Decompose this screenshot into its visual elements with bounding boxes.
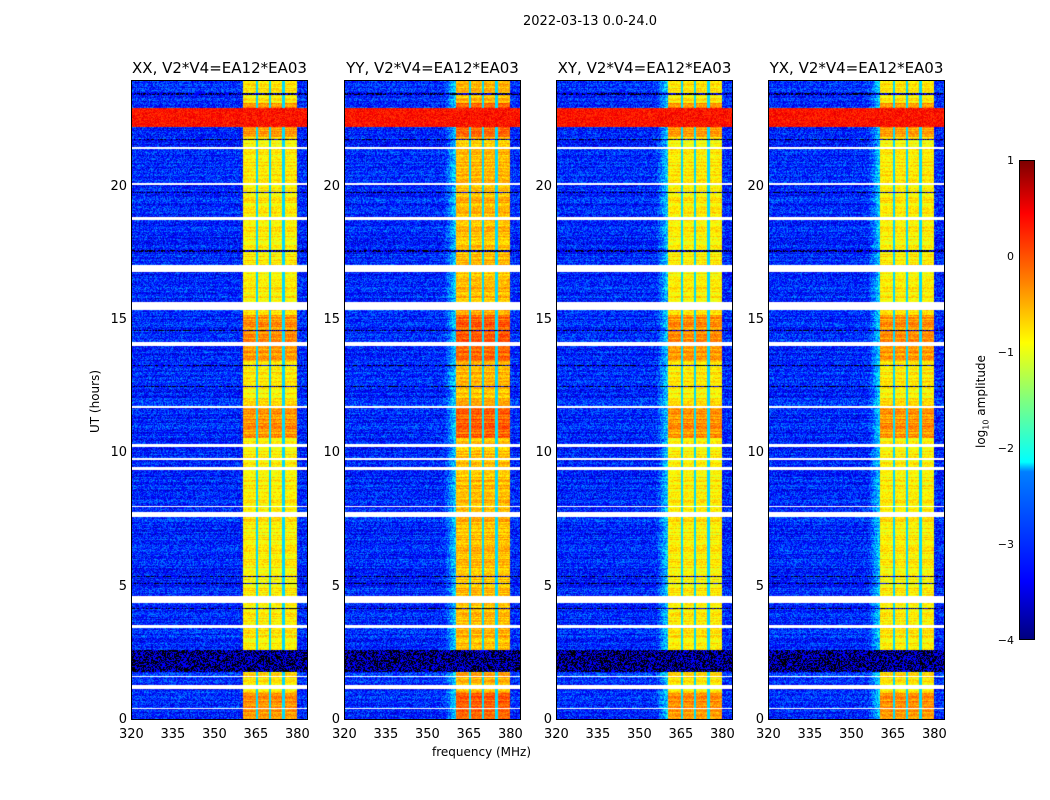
colorbar-label: log10 amplitude — [974, 355, 991, 448]
y-tick-label: 15 — [110, 312, 127, 327]
y-tick-label: 5 — [331, 578, 340, 594]
y-tick-label: 5 — [118, 578, 127, 594]
x-tick-label: 380 — [497, 727, 523, 742]
y-tick-label: 10 — [535, 445, 552, 461]
panel-title: XY, V2*V4=EA12*EA03 — [557, 59, 732, 77]
x-tick-label: 365 — [456, 727, 482, 742]
y-tick-label: 5 — [543, 578, 552, 594]
x-tick-label: 365 — [668, 727, 694, 742]
y-tick-label: 0 — [118, 712, 127, 727]
y-tick-label: 0 — [543, 712, 552, 727]
y-tick-label: 10 — [110, 445, 127, 461]
y-tick-label: 0 — [331, 712, 340, 727]
spectrogram-panel — [131, 80, 308, 720]
x-tick-label: 350 — [838, 727, 864, 742]
y-tick-label: 15 — [535, 312, 552, 327]
panel-title: XX, V2*V4=EA12*EA03 — [132, 59, 307, 77]
y-tick-label: 20 — [323, 178, 340, 194]
x-axis-label: frequency (MHz) — [432, 745, 532, 759]
x-tick-label: 380 — [284, 727, 310, 742]
x-tick-label: 320 — [756, 727, 781, 742]
x-tick-label: 380 — [921, 727, 947, 742]
suptitle: 2022-03-13 0.0-24.0 — [523, 14, 657, 29]
y-tick-label: 20 — [535, 178, 552, 194]
panel-title: YX, V2*V4=EA12*EA03 — [769, 59, 944, 77]
y-tick-label: 5 — [755, 578, 764, 594]
colorbar-tick-label: −1 — [997, 346, 1014, 359]
x-tick-label: 350 — [201, 727, 227, 742]
x-tick-label: 365 — [880, 727, 906, 742]
colorbar-tick-label: −3 — [997, 538, 1014, 551]
y-tick-label: 15 — [323, 312, 340, 327]
spectrogram-heatmap — [769, 81, 944, 719]
x-tick-label: 335 — [373, 727, 399, 742]
panel-title: YY, V2*V4=EA12*EA03 — [346, 59, 519, 77]
colorbar — [1019, 160, 1035, 640]
x-tick-label: 365 — [243, 727, 269, 742]
x-tick-label: 335 — [797, 727, 823, 742]
x-tick-label: 320 — [332, 727, 357, 742]
y-tick-label: 20 — [110, 178, 127, 194]
spectrogram-heatmap — [557, 81, 732, 719]
spectrogram-panel — [556, 80, 733, 720]
y-tick-label: 15 — [747, 312, 764, 327]
x-tick-label: 320 — [119, 727, 144, 742]
x-tick-label: 350 — [626, 727, 652, 742]
y-tick-label: 10 — [747, 445, 764, 461]
colorbar-tick-label: −4 — [997, 634, 1014, 647]
x-tick-label: 335 — [160, 727, 186, 742]
colorbar-tick-label: 0 — [1007, 250, 1014, 263]
y-tick-label: 20 — [747, 178, 764, 194]
spectrogram-panel — [768, 80, 945, 720]
colorbar-tick-label: −2 — [997, 442, 1014, 455]
spectrogram-panel — [344, 80, 521, 720]
spectrogram-heatmap — [345, 81, 520, 719]
x-tick-label: 320 — [544, 727, 569, 742]
y-tick-label: 10 — [323, 445, 340, 461]
x-tick-label: 350 — [414, 727, 440, 742]
y-axis-label: UT (hours) — [88, 369, 102, 433]
spectrogram-heatmap — [132, 81, 307, 719]
x-tick-label: 380 — [709, 727, 735, 742]
colorbar-tick-label: 1 — [1007, 154, 1014, 167]
y-tick-label: 0 — [755, 712, 764, 727]
x-tick-label: 335 — [585, 727, 611, 742]
